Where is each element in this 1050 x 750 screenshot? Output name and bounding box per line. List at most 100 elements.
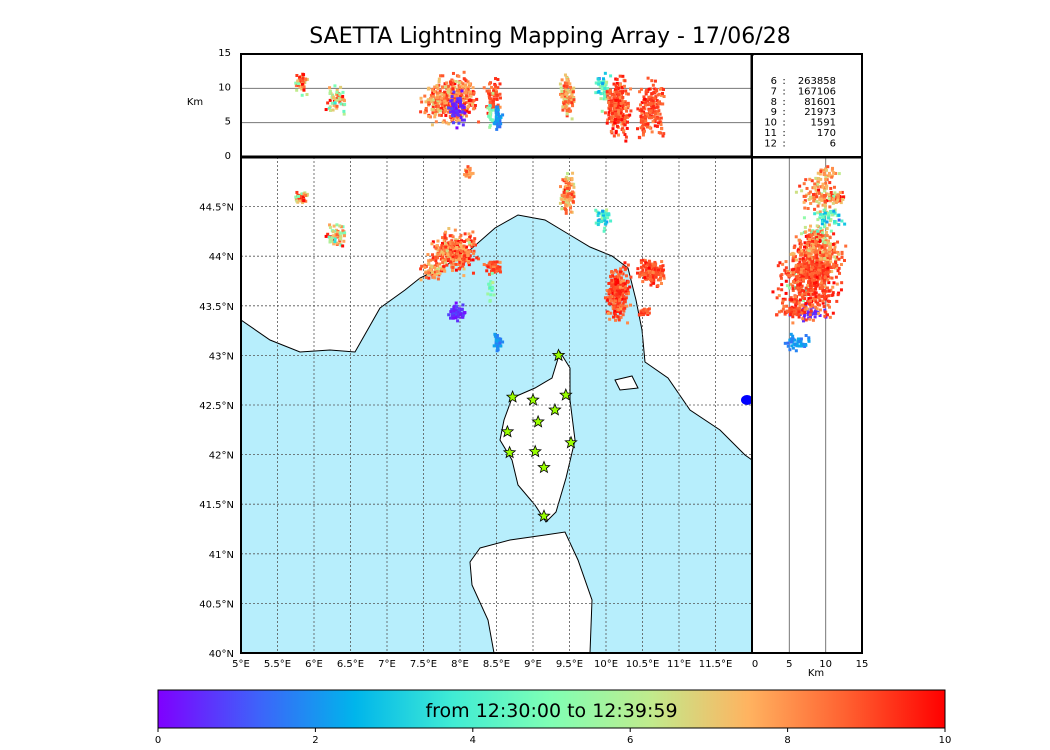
lightning-source-lon-alt <box>567 110 571 114</box>
lightning-source-plan <box>617 308 621 312</box>
lightning-source-lat-alt <box>797 283 801 287</box>
corsica-island <box>499 350 576 523</box>
lightning-source-lat-alt <box>791 259 795 263</box>
lightning-source-lat-alt <box>784 266 788 270</box>
lightning-source-lat-alt <box>797 337 801 341</box>
lightning-source-lat-alt <box>822 274 826 278</box>
lightning-source-plan <box>640 273 644 277</box>
lightning-source-lon-alt <box>487 89 491 93</box>
lightning-source-lon-alt <box>639 87 643 91</box>
lightning-source-lat-alt <box>839 288 843 292</box>
lightning-source-lon-alt <box>494 84 498 88</box>
lon-tick-label: 11.5°E <box>699 659 733 670</box>
lat-tick-label: 43.5°N <box>199 302 234 313</box>
station-star-icon <box>537 509 551 522</box>
lightning-source-plan <box>660 260 664 264</box>
lightning-source-lon-alt <box>492 97 496 101</box>
lightning-source-lat-alt <box>814 176 818 180</box>
lightning-source-lon-alt <box>469 98 473 102</box>
lightning-source-lat-alt <box>822 278 826 282</box>
lightning-source-plan <box>610 270 614 274</box>
lightning-source-plan <box>473 237 477 241</box>
lightning-source-lon-alt <box>449 99 453 103</box>
lightning-source-lon-alt <box>607 111 611 115</box>
lightning-source-lon-alt <box>615 90 619 94</box>
lightning-source-plan <box>646 312 650 316</box>
lightning-source-plan <box>335 233 339 237</box>
lightning-source-lon-alt <box>620 128 624 132</box>
lightning-source-lat-alt <box>811 250 815 254</box>
lightning-source-plan <box>624 266 628 270</box>
lightning-source-lat-alt <box>819 251 823 255</box>
lightning-source-plan <box>620 307 624 311</box>
lightning-source-lon-alt <box>461 82 465 86</box>
lightning-source-plan <box>612 297 616 301</box>
lightning-source-lon-alt <box>647 112 651 116</box>
lightning-source-plan <box>464 174 468 178</box>
lightning-source-plan <box>605 212 609 216</box>
lightning-source-lon-alt <box>639 114 643 118</box>
lightning-source-lon-alt <box>444 101 448 105</box>
lightning-source-lat-alt <box>779 274 783 278</box>
lightning-source-lon-alt <box>464 88 468 92</box>
chart-title: SAETTA Lightning Mapping Array - 17/06/2… <box>309 24 791 49</box>
lightning-source-lon-alt <box>454 80 458 84</box>
lightning-source-plan <box>605 208 609 212</box>
lightning-source-lat-alt <box>795 269 799 273</box>
lat-tick-label: 40°N <box>209 649 234 660</box>
lightning-source-plan <box>447 240 451 244</box>
lightning-source-lat-alt <box>826 252 830 256</box>
lightning-source-lon-alt <box>599 97 603 101</box>
lightning-source-plan <box>565 186 569 190</box>
lightning-source-lon-alt <box>465 86 469 90</box>
lightning-source-lat-alt <box>811 260 815 264</box>
lightning-source-lat-alt <box>833 219 837 223</box>
lightning-source-plan <box>460 261 464 265</box>
lightning-source-plan <box>617 318 621 322</box>
lightning-source-lat-alt <box>824 175 828 179</box>
lightning-source-lat-alt <box>838 271 842 275</box>
lightning-source-lon-alt <box>658 92 662 96</box>
lightning-source-lat-alt <box>806 207 810 211</box>
lightning-source-lon-alt <box>455 108 459 112</box>
lightning-source-plan <box>619 303 623 307</box>
lightning-source-plan <box>443 236 447 240</box>
lightning-source-plan <box>471 258 475 262</box>
lightning-source-lon-alt <box>469 94 473 98</box>
lightning-source-plan <box>488 260 492 264</box>
lightning-source-lat-alt <box>831 201 835 205</box>
lightning-source-lon-alt <box>564 97 568 101</box>
lightning-source-plan <box>486 265 490 269</box>
lightning-source-lat-alt <box>808 233 812 237</box>
lightning-source-lat-alt <box>802 313 806 317</box>
lightning-source-lon-alt <box>655 99 659 103</box>
lightning-source-lat-alt <box>840 281 844 285</box>
lightning-source-lon-alt <box>608 88 612 92</box>
lightning-source-plan <box>441 251 445 255</box>
lightning-source-lat-alt <box>799 285 803 289</box>
lightning-source-lon-alt <box>612 110 616 114</box>
lightning-source-plan <box>455 305 459 309</box>
lightning-source-lon-alt <box>331 108 335 112</box>
lightning-source-lon-alt <box>643 97 647 101</box>
lightning-source-lat-alt <box>822 304 826 308</box>
lightning-source-lat-alt <box>803 264 807 268</box>
lightning-source-lon-alt <box>497 123 501 127</box>
counts-box <box>753 56 861 156</box>
lightning-source-lon-alt <box>494 88 498 92</box>
lightning-source-plan <box>433 265 437 269</box>
lightning-source-plan <box>658 270 662 274</box>
lightning-source-plan <box>625 292 629 296</box>
lightning-source-plan <box>638 275 642 279</box>
lightning-source-lon-alt <box>453 92 457 96</box>
lightning-source-lon-alt <box>445 85 449 89</box>
lightning-source-plan <box>605 298 609 302</box>
lightning-source-lon-alt <box>447 88 451 92</box>
lightning-source-lon-alt <box>472 91 476 95</box>
lightning-source-plan <box>606 311 610 315</box>
lightning-source-plan <box>562 190 566 194</box>
lightning-source-lat-alt <box>832 197 836 201</box>
lightning-source-lon-alt <box>657 131 661 135</box>
lightning-source-lon-alt <box>488 93 492 97</box>
lightning-source-plan <box>636 271 640 275</box>
